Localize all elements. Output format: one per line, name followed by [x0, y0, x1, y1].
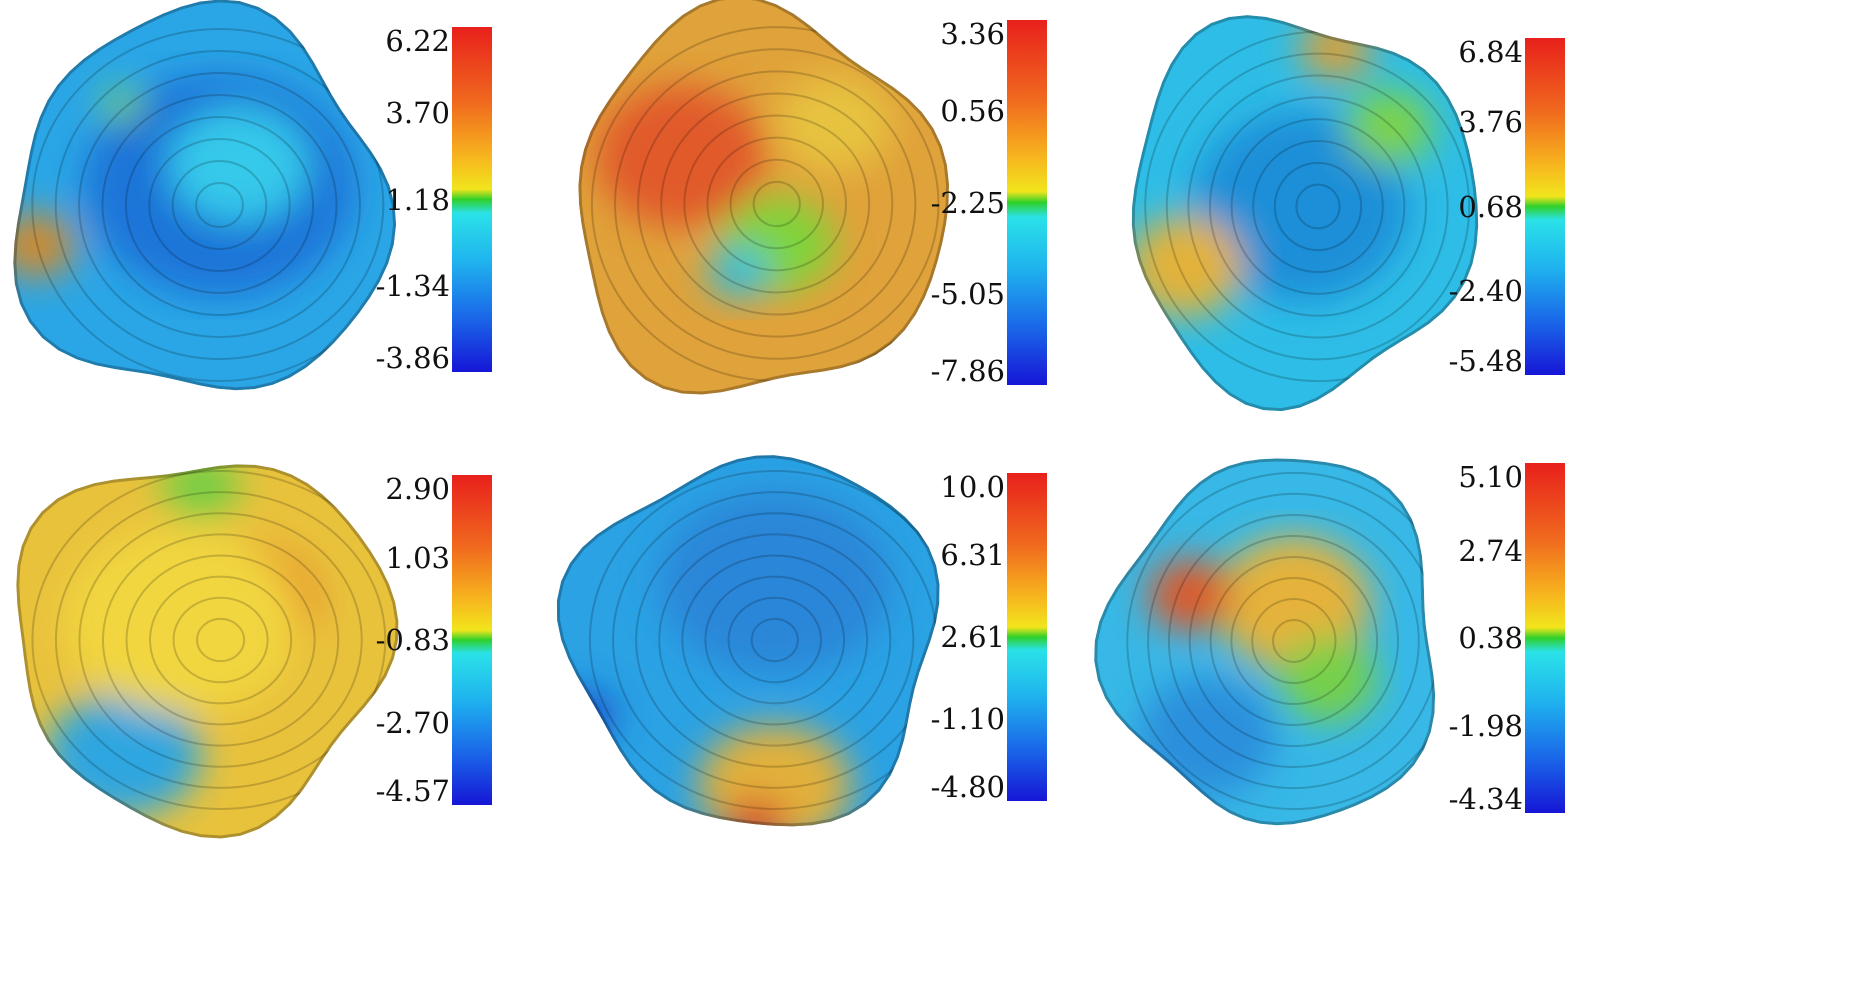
colorbar-tick: -3.86 [375, 341, 450, 375]
colorbar-tick: -1.34 [375, 268, 450, 303]
colorbar-tick: 10.0 [940, 470, 1005, 504]
colorbar-tick: -4.34 [1448, 782, 1523, 816]
colorbar-tick: -2.40 [1448, 273, 1523, 308]
colorbar-tick: -5.48 [1448, 344, 1523, 378]
colorbar-tick: -2.25 [930, 185, 1005, 220]
colorbar-tick: 6.31 [940, 538, 1005, 572]
colorbar-tick: 3.70 [385, 96, 450, 131]
colorbar-tick: 3.36 [940, 17, 1005, 51]
colorbar-tick: 2.61 [940, 620, 1005, 654]
colorbar-tick: 6.22 [385, 24, 450, 58]
colorbar-tick: -4.57 [375, 774, 450, 808]
colorbar-p1 [452, 27, 492, 372]
colorbar-tick: 0.56 [940, 94, 1005, 129]
colorbar-tick: -5.05 [930, 276, 1005, 311]
colorbar-tick: 0.38 [1458, 621, 1523, 655]
colorbar-tick: 2.74 [1458, 533, 1523, 568]
colorbar-tick: -7.86 [930, 354, 1005, 388]
colorbar-tick: 3.76 [1458, 105, 1523, 140]
colorbar-tick: 1.18 [385, 182, 450, 217]
colorbar-p3 [1525, 38, 1565, 375]
colorbar-tick: 1.03 [385, 540, 450, 575]
colorbar-tick: 2.90 [385, 472, 450, 506]
colorbar-tick: -1.98 [1448, 708, 1523, 743]
colorbar-tick: 0.68 [1458, 189, 1523, 224]
colorbar-tick: -4.80 [930, 770, 1005, 804]
colorbar-p2 [1007, 20, 1047, 385]
colorbar-tick: -2.70 [375, 705, 450, 740]
colorbar-p4 [452, 475, 492, 805]
colorbar-p5 [1007, 473, 1047, 801]
colorbar-p6 [1525, 463, 1565, 813]
colorbar-tick: -0.83 [375, 623, 450, 657]
colorbar-tick: 6.84 [1458, 35, 1523, 69]
colorbar-tick: -1.10 [930, 702, 1005, 736]
colorbar-tick: 5.10 [1458, 460, 1523, 494]
